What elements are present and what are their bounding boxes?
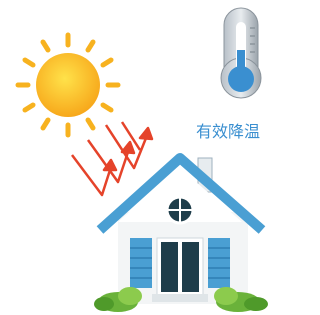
page: 有效降温 (() => { const data = JSON.parse(do… <box>0 0 271 315</box>
thermometer <box>221 8 261 98</box>
sun <box>18 35 118 135</box>
caption: 有效降温 <box>196 122 260 141</box>
illustration: 有效降温 <box>0 0 271 315</box>
house <box>100 158 262 304</box>
reflect-arrows <box>72 122 152 195</box>
